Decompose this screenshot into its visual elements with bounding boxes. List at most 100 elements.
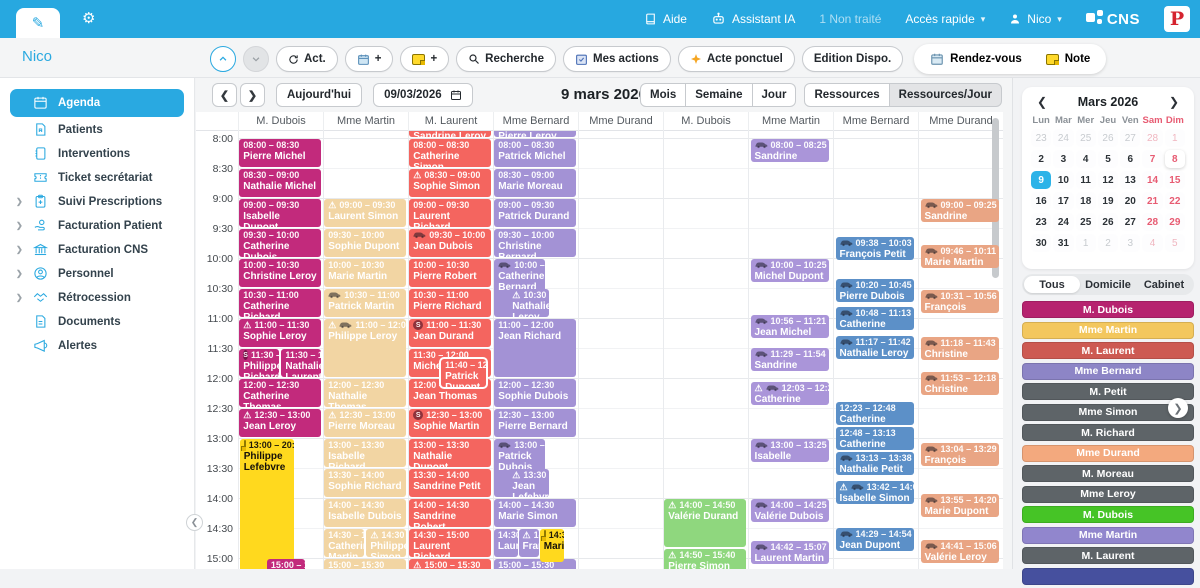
minical-day[interactable]: 25: [1075, 213, 1096, 231]
minical-day[interactable]: 30: [1031, 234, 1052, 252]
event-catherine-leroy[interactable]: ⚠ 12:03 – 12:28Catherine Leroy: [750, 381, 829, 405]
note-mode-button[interactable]: Note: [1034, 47, 1103, 71]
event-valérie-leroy[interactable]: 14:41 – 15:06 Valérie Leroy: [920, 539, 999, 563]
scroll-down-button[interactable]: [243, 46, 269, 72]
edit-availability-button[interactable]: Edition Dispo.: [801, 46, 904, 72]
event-block[interactable]: 15:00 – 15:30: [494, 558, 576, 569]
resource-expand-button[interactable]: ❯: [1168, 398, 1188, 418]
chevron-right-icon[interactable]: ❯: [16, 197, 23, 206]
sidebar-collapse-button[interactable]: ❮: [186, 514, 203, 531]
event-françois[interactable]: ⚠14:30 – 15:00François: [518, 528, 539, 557]
event-marie-martin[interactable]: 09:46 – 10:11 Marie Martin: [920, 244, 999, 268]
next-day-button[interactable]: ❯: [240, 83, 265, 107]
chevron-right-icon[interactable]: ❯: [16, 221, 23, 230]
minical-day[interactable]: 15: [1164, 171, 1185, 189]
sidebar-item-alertes[interactable]: Alertes: [10, 334, 184, 357]
event-nathalie-leroy[interactable]: 11:17 – 11:42 Nathalie Leroy: [835, 335, 914, 359]
assistant-ia-button[interactable]: Assistant IA: [711, 12, 795, 26]
user-menu[interactable]: Nico ▾: [1009, 12, 1062, 26]
minical-day[interactable]: 26: [1097, 213, 1119, 231]
minical-day[interactable]: 11: [1075, 171, 1096, 189]
pie-chart-icon[interactable]: [46, 10, 62, 26]
one-time-act-button[interactable]: Acte ponctuel: [677, 46, 795, 72]
event-pierre-bernard[interactable]: 12:30 – 13:00 Pierre Bernard: [494, 408, 576, 437]
minical-day[interactable]: 1: [1075, 234, 1096, 252]
event-françois-petit[interactable]: 09:38 – 10:03 François Petit: [835, 236, 914, 260]
minical-day[interactable]: 13: [1120, 171, 1141, 189]
view-button-ressources-jour[interactable]: Ressources/Jour: [889, 83, 1002, 107]
minical-day[interactable]: 24: [1053, 213, 1074, 231]
add-appointment-button[interactable]: +: [344, 46, 394, 72]
resource-chip[interactable]: Mme Leroy: [1022, 485, 1194, 503]
add-note-button[interactable]: +: [400, 46, 450, 72]
minical-day[interactable]: 9: [1031, 171, 1052, 189]
chevron-right-icon[interactable]: ❯: [16, 269, 23, 278]
today-button[interactable]: Aujourd'hui: [276, 83, 363, 107]
prev-day-button[interactable]: ❮: [212, 83, 237, 107]
event-laurent-martin[interactable]: 14:42 – 15:07 Laurent Martin: [750, 540, 829, 564]
minical-day[interactable]: 8: [1164, 150, 1185, 168]
sidebar-item-patients[interactable]: Patients: [10, 118, 184, 141]
chevron-right-icon[interactable]: ❯: [16, 245, 23, 254]
pending-counter[interactable]: 1 Non traité: [819, 12, 881, 26]
minical-day[interactable]: 2: [1031, 150, 1052, 168]
minical-day[interactable]: 25: [1075, 129, 1096, 147]
event-marie-moreau[interactable]: 08:30 – 09:00 Marie Moreau: [494, 168, 576, 197]
minical-day[interactable]: 3: [1053, 150, 1074, 168]
chevron-right-icon[interactable]: ❯: [16, 293, 23, 302]
event-michel-dupont[interactable]: 10:00 – 10:25 Michel Dupont: [750, 258, 829, 282]
sidebar-item-facturation-patient[interactable]: ❯ Facturation Patient: [10, 214, 184, 237]
date-field[interactable]: 09/03/2026: [373, 83, 473, 107]
minical-day[interactable]: 26: [1097, 129, 1119, 147]
minical-day[interactable]: 10: [1053, 171, 1074, 189]
sidebar-item-ticket-secr-tariat[interactable]: Ticket secrétariat: [10, 166, 184, 189]
minical-day[interactable]: 3: [1120, 234, 1141, 252]
minical-day[interactable]: 19: [1097, 192, 1119, 210]
event-sophie-simon[interactable]: ⚠ 08:30 – 09:00 Sophie Simon: [409, 168, 491, 197]
event-laurent-simon[interactable]: ⚠ 09:00 – 09:30 Laurent Simon: [324, 198, 406, 227]
schedule-grid[interactable]: 8:00 8:30 9:00 9:30 10:00 10:30 11:00 11:30 12:0…: [196, 131, 1003, 569]
event-block[interactable]: 15:00 – 15:30: [324, 558, 406, 569]
minical-day[interactable]: 14: [1142, 171, 1163, 189]
event-patrick-durand[interactable]: 09:00 – 09:30 Patrick Durand: [494, 198, 576, 227]
resource-chip[interactable]: M. Laurent: [1022, 342, 1194, 359]
sidebar-item-r-trocession[interactable]: ❯ Rétrocession: [10, 286, 184, 309]
event-pierre-simon[interactable]: ⚠ 14:50 – 15:40 Pierre Simon: [664, 548, 746, 569]
resource-chip[interactable]: Mme Simon: [1022, 403, 1194, 421]
event-pierre-dubois[interactable]: 10:20 – 10:45 Pierre Dubois: [835, 278, 914, 302]
minical-day[interactable]: 6: [1120, 150, 1141, 168]
event-pierre-moreau[interactable]: ⚠ 12:30 – 13:00 Pierre Moreau: [324, 408, 406, 437]
event-patrick-martin[interactable]: 10:30 – 11:00 Patrick Martin: [324, 288, 406, 317]
resource-chip[interactable]: M. Laurent: [1022, 547, 1194, 564]
help-button[interactable]: Aide: [644, 12, 687, 26]
next-month-button[interactable]: ❯: [1168, 95, 1179, 109]
my-actions-button[interactable]: Mes actions: [562, 46, 671, 72]
appointment-mode-button[interactable]: Rendez-vous: [918, 47, 1034, 71]
event-block[interactable]: ⚠ 15:00 – 15:30: [409, 558, 491, 569]
event-sophie-dubois[interactable]: 12:00 – 12:30 Sophie Dubois: [494, 378, 576, 407]
search-button[interactable]: Recherche: [456, 46, 556, 72]
event-nathalie-petit[interactable]: 13:13 – 13:38 Nathalie Petit: [835, 451, 914, 475]
view-button-mois[interactable]: Mois: [640, 83, 687, 107]
event-sophie-leroy[interactable]: ⚠ 11:00 – 11:30 Sophie Leroy: [239, 318, 321, 347]
minical-day[interactable]: 28: [1142, 213, 1163, 231]
event-marie[interactable]: 14:30 – 15:05Marie: [539, 528, 565, 562]
view-button-semaine[interactable]: Semaine: [686, 83, 753, 107]
minical-day[interactable]: 12: [1097, 171, 1119, 189]
minical-day[interactable]: 17: [1053, 192, 1074, 210]
